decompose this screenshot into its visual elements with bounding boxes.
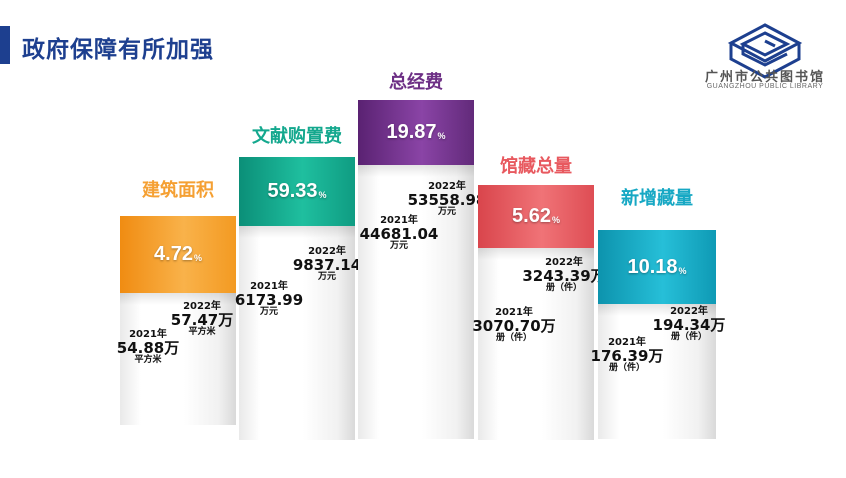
- column-body: [478, 248, 594, 440]
- value-2022: 2022年 57.47万 平方米: [170, 301, 234, 338]
- value-2021: 2021年 6173.99 万元: [234, 281, 304, 318]
- change-badge: 59.33%: [239, 157, 355, 226]
- change-badge: 19.87%: [358, 100, 474, 165]
- value-2022: 2022年 3243.39万 册（件）: [522, 257, 606, 294]
- value-2021: 2021年 54.88万 平方米: [116, 329, 180, 366]
- value-2021: 2021年 3070.70万 册（件）: [472, 307, 556, 344]
- value-2022: 2022年 194.34万 册（件）: [652, 306, 726, 343]
- column-label: 建筑面积: [142, 180, 214, 201]
- library-logo-icon: [727, 23, 803, 79]
- change-badge: 10.18%: [598, 230, 716, 304]
- logo-name-cn: 广州市公共图书馆: [704, 70, 825, 85]
- value-2021: 2021年 176.39万 册（件）: [590, 337, 664, 374]
- title-accent-bar: [0, 26, 10, 64]
- column-label: 文献购置费: [252, 126, 342, 147]
- value-2022: 2022年 53558.98 万元: [407, 181, 487, 218]
- column-body: [358, 165, 474, 439]
- column-label: 馆藏总量: [500, 156, 572, 177]
- value-2021: 2021年 44681.04 万元: [359, 215, 439, 252]
- column-label: 总经费: [389, 72, 443, 93]
- value-2022: 2022年 9837.14 万元: [292, 246, 362, 283]
- column-body: [120, 293, 236, 425]
- page-title: 政府保障有所加强: [22, 37, 214, 63]
- column-body: [239, 226, 355, 440]
- change-badge: 4.72%: [120, 216, 236, 293]
- column-body: [598, 304, 716, 439]
- change-badge: 5.62%: [478, 185, 594, 248]
- logo-name-en: GUANGZHOU PUBLIC LIBRARY: [706, 83, 824, 90]
- column-label: 新增藏量: [621, 188, 693, 209]
